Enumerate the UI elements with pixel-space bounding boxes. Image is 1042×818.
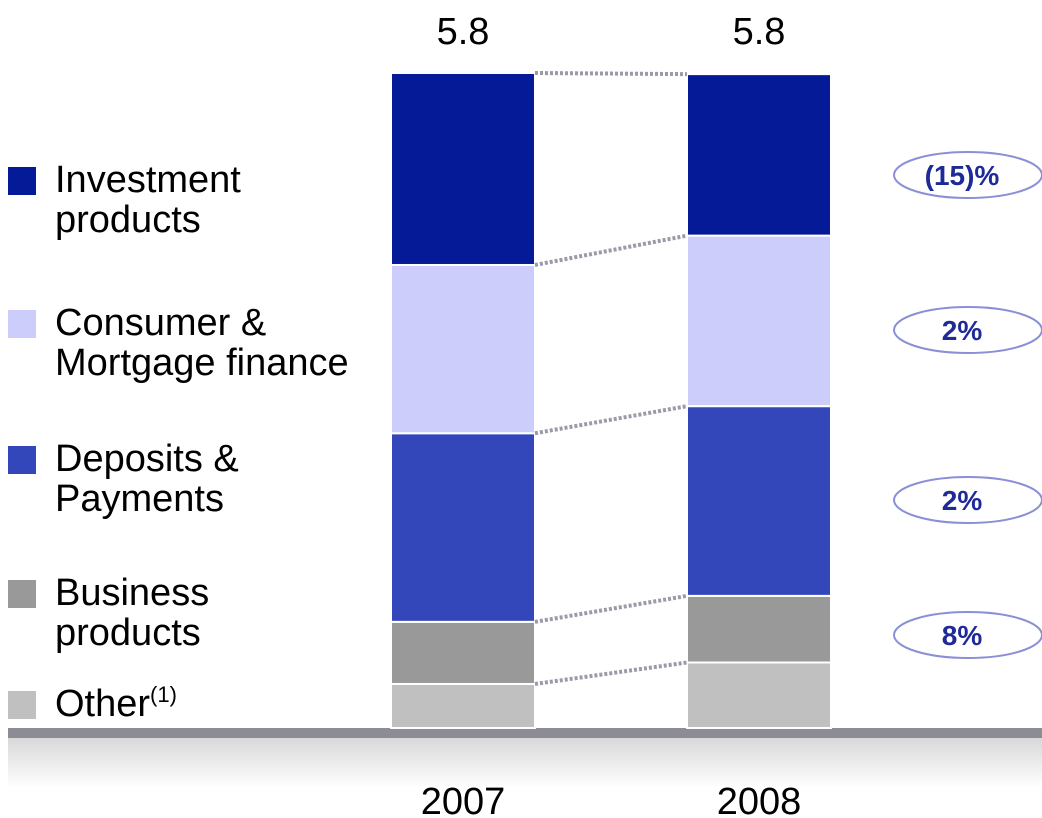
legend-item: Business products: [8, 573, 355, 653]
legend-label: Consumer & Mortgage finance: [55, 303, 355, 383]
legend-swatch: [8, 310, 36, 338]
bar-segment: [686, 405, 832, 597]
bar-segment: [390, 682, 536, 730]
x-tick-label: 2008: [717, 781, 802, 818]
legend-label: Deposits & Payments: [55, 439, 355, 519]
bar-segment: [390, 72, 536, 266]
bar-segment: [686, 594, 832, 664]
total-label: 5.8: [437, 11, 490, 53]
change-badge: [893, 306, 1042, 354]
legend-text: Business products: [55, 572, 210, 654]
change-badge: [893, 611, 1042, 659]
legend-item: Consumer & Mortgage finance: [8, 303, 355, 383]
bar-segment: [686, 234, 832, 408]
connector: [534, 593, 688, 624]
bar-segment: [686, 661, 832, 729]
legend-label: Other(1): [55, 682, 355, 725]
bar-segment: [686, 73, 832, 237]
bar-segment: [390, 432, 536, 623]
x-tick-label: 2007: [421, 781, 506, 818]
legend-swatch: [8, 691, 36, 719]
legend-text: Other: [55, 683, 151, 725]
legend-swatch: [8, 167, 36, 195]
legend-swatch: [8, 446, 36, 474]
floor-shadow: [8, 738, 1042, 788]
legend-swatch: [8, 580, 36, 608]
connector: [534, 404, 688, 436]
connector: [534, 71, 688, 77]
legend-item: Investment products: [8, 160, 355, 240]
connector: [534, 233, 688, 267]
total-label: 5.8: [733, 11, 786, 53]
footnote-marker: (1): [150, 682, 177, 707]
baseline: [8, 728, 1042, 738]
change-badge: [893, 151, 1042, 199]
legend-text: Investment products: [55, 159, 241, 241]
change-badge: [893, 476, 1042, 524]
legend-text: Deposits & Payments: [55, 438, 239, 520]
change-label: 8%: [942, 620, 983, 651]
bar-segment: [390, 263, 536, 435]
bar-segment: [390, 620, 536, 685]
change-label: 2%: [942, 485, 983, 516]
legend-item: Other(1): [8, 684, 355, 724]
change-label: 2%: [942, 315, 983, 346]
legend-label: Investment products: [55, 160, 355, 240]
legend-label: Business products: [55, 573, 355, 653]
legend-text: Consumer & Mortgage finance: [55, 302, 349, 384]
change-label: (15)%: [925, 160, 1000, 191]
connector: [534, 660, 688, 686]
legend-item: Deposits & Payments: [8, 439, 355, 519]
